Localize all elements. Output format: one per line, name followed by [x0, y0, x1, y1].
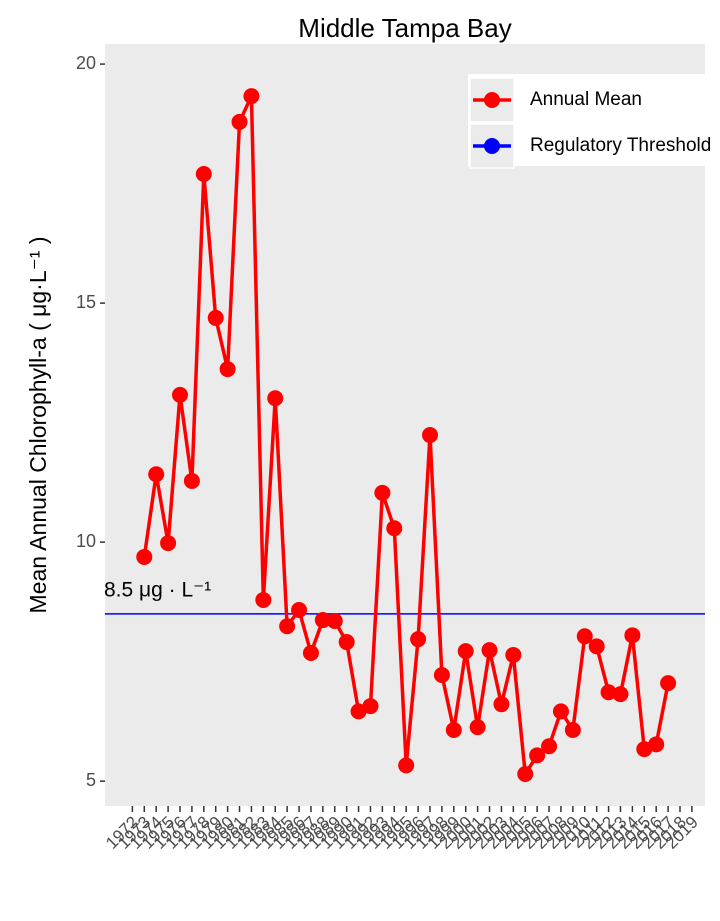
data-point: [207, 309, 224, 326]
data-point: [255, 591, 272, 608]
data-point: [576, 628, 593, 645]
data-point: [493, 696, 510, 713]
data-point: [433, 667, 450, 684]
y-tick-label: 20: [76, 53, 96, 73]
legend-marker: [484, 138, 500, 154]
legend-label: Regulatory Threshold: [530, 135, 711, 156]
data-point: [291, 602, 308, 619]
threshold-label: 8.5 μg · L⁻¹: [104, 578, 211, 601]
data-point: [517, 765, 534, 782]
data-point: [195, 166, 212, 183]
data-point: [588, 638, 605, 655]
data-point: [564, 721, 581, 738]
data-point: [469, 719, 486, 736]
data-point: [660, 675, 677, 692]
data-point: [172, 386, 188, 403]
data-point: [338, 634, 355, 651]
data-point: [183, 472, 200, 489]
data-point: [552, 703, 569, 720]
data-point: [279, 618, 296, 635]
data-point: [314, 612, 331, 629]
data-point: [541, 738, 558, 755]
data-point: [362, 698, 379, 715]
data-point: [231, 113, 248, 130]
data-point: [136, 548, 153, 565]
data-point: [386, 520, 403, 537]
data-point: [422, 427, 438, 444]
data-point: [624, 627, 641, 644]
data-point: [410, 631, 427, 648]
data-point: [445, 721, 462, 738]
data-point: [374, 484, 391, 501]
y-tick-label: 15: [76, 292, 96, 312]
data-point: [612, 686, 629, 703]
data-point: [529, 747, 546, 764]
y-tick-label: 5: [86, 770, 96, 790]
data-point: [457, 643, 474, 660]
legend-label: Annual Mean: [530, 89, 642, 110]
data-point: [398, 757, 415, 774]
data-point: [267, 390, 284, 407]
data-point: [481, 642, 498, 659]
data-point: [243, 88, 260, 105]
data-point: [505, 646, 522, 663]
data-point: [648, 736, 665, 753]
legend-marker: [484, 92, 500, 108]
data-point: [219, 361, 236, 378]
data-point: [148, 466, 165, 483]
y-axis-label: Mean Annual Chlorophyll-a ( μg·L⁻¹ ): [25, 237, 51, 614]
y-tick-label: 10: [76, 531, 96, 551]
chart-title: Middle Tampa Bay: [298, 13, 511, 43]
data-point: [302, 645, 319, 662]
data-point: [160, 535, 177, 552]
data-point: [326, 612, 343, 629]
data-point: [350, 703, 367, 720]
data-point: [600, 684, 617, 701]
